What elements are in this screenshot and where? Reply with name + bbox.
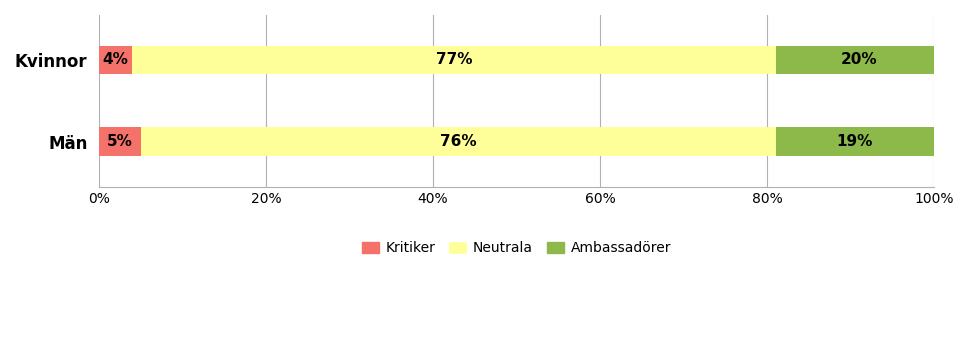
Bar (775, 127, 934, 156)
Text: 4%: 4% (103, 52, 128, 68)
Bar (132, 46, 775, 74)
Text: 76%: 76% (440, 134, 477, 149)
Legend: Kritiker, Neutrala, Ambassadörer: Kritiker, Neutrala, Ambassadörer (355, 234, 678, 262)
Bar (775, 46, 943, 74)
Text: 5%: 5% (107, 134, 133, 149)
Text: 77%: 77% (436, 52, 472, 68)
Text: 19%: 19% (836, 134, 873, 149)
Bar (141, 127, 775, 156)
Text: 20%: 20% (841, 52, 877, 68)
Bar (99, 46, 132, 74)
Bar (99, 127, 141, 156)
